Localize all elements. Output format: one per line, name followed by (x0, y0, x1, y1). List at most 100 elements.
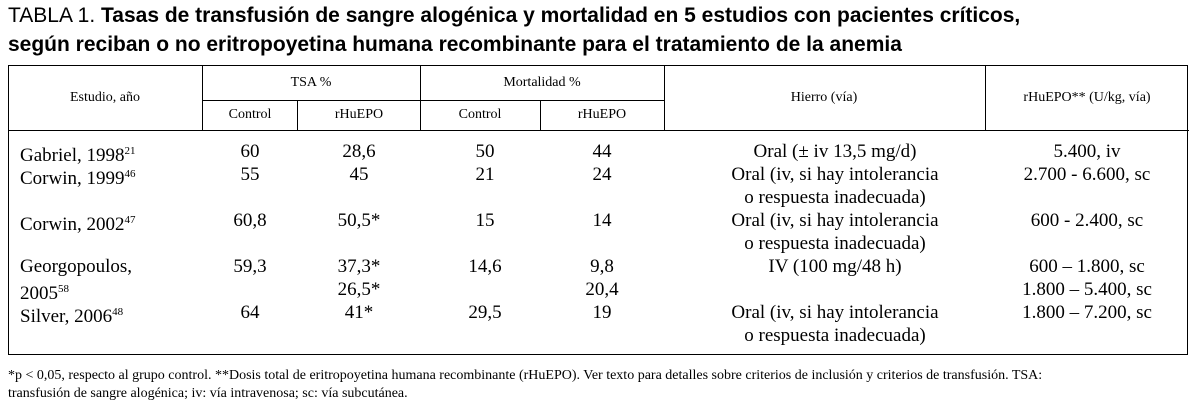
table-frame (8, 65, 1188, 355)
cell-line: 24 (593, 163, 612, 186)
cell-line: 1.800 – 5.400, sc (1022, 278, 1152, 301)
cell-line: 28,6 (342, 140, 375, 163)
cell-line: 60,8 (233, 209, 266, 232)
header-cell: Estudio, año (70, 90, 140, 105)
cell-line: 14,6 (468, 255, 501, 278)
cell-text: o respuesta inadecuada) (744, 187, 926, 208)
cell-text: 60 (240, 141, 260, 162)
table-cell: Oral (iv, si hay intolerancia o respuesta… (731, 301, 938, 347)
cell-line: 59,3 (233, 255, 266, 278)
reference: 48 (112, 306, 124, 318)
table-cell: 44 (593, 140, 612, 163)
cell-line: 14 (593, 209, 612, 232)
cell-text: 45 (349, 164, 369, 185)
table-cell: Oral (iv, si hay intolerancia o respuesta… (731, 209, 938, 255)
cell-text: 28,6 (342, 141, 376, 162)
cell-text: 5.400, iv (1053, 141, 1121, 162)
table-cell: 2.700 - 6.600, sc (1024, 163, 1151, 186)
cell-line: 50,5* (338, 209, 381, 232)
cell-text: 2.700 - 6.600, sc (1023, 164, 1151, 185)
title-text: según reciban o no eritropoyetina humana… (8, 33, 902, 56)
cell-line: Corwin, 199946 (20, 163, 136, 190)
cell-text: 64 (240, 302, 260, 323)
cell-text: 14,6 (468, 256, 502, 277)
table-cell: 9,8 20,4 (585, 255, 618, 301)
cell-text: Georgopoulos, (20, 256, 133, 277)
rule (420, 65, 421, 130)
cell-line: Silver, 200648 (20, 301, 123, 328)
table-cell: 60 (241, 140, 260, 163)
cell-text: 1.800 – 5.400, sc (1022, 279, 1152, 300)
cell-text: Oral (iv, si hay intolerancia (731, 164, 939, 185)
table-cell: 50,5* (338, 209, 381, 232)
cell-line: 64 (241, 301, 260, 324)
rule (297, 100, 298, 130)
cell-text: 55 (240, 164, 260, 185)
table-cell: Oral (± iv 13,5 mg/d) (754, 140, 917, 163)
table-cell: 1.800 – 7.200, sc (1022, 301, 1152, 324)
cell-line: 45 (350, 163, 369, 186)
cell-line: 1.800 – 7.200, sc (1022, 301, 1152, 324)
rule (664, 65, 665, 130)
table-cell: Silver, 200648 (20, 301, 123, 328)
cell-text: 19 (592, 302, 612, 323)
cell-line: 19 (593, 301, 612, 324)
table-cell: 29,5 (468, 301, 501, 324)
cell-text: Oral (iv, si hay intolerancia (731, 210, 939, 231)
cell-text: IV (100 mg/48 h) (768, 256, 902, 277)
header-cell: rHuEPO (334, 107, 384, 122)
cell-text: 29,5 (468, 302, 502, 323)
cell-line: 41* (345, 301, 374, 324)
cell-text: 15 (475, 210, 495, 231)
table-cell: 45 (350, 163, 369, 186)
rule (202, 100, 664, 101)
cell-text: 600 - 2.400, sc (1030, 210, 1144, 231)
cell-text: 59,3 (233, 256, 267, 277)
cell-line: 15 (476, 209, 495, 232)
footnote-line: *p < 0,05, respecto al grupo control. **… (8, 368, 1043, 383)
title-line: TABLA 1. Tasas de transfusión de sangre … (8, 4, 1020, 28)
rule (540, 100, 541, 130)
cell-line: 26,5* (338, 278, 381, 301)
cell-text: 21 (475, 164, 495, 185)
reference: 46 (124, 168, 136, 180)
cell-line: Oral (iv, si hay intolerancia (731, 301, 938, 324)
table-cell: 600 – 1.800, sc 1.800 – 5.400, sc (1022, 255, 1152, 301)
cell-line: 55 (241, 163, 260, 186)
table-cell: 37,3* 26,5* (338, 255, 381, 301)
table-cell: 55 (241, 163, 260, 186)
cell-text: Corwin, 1999 (20, 168, 125, 189)
cell-text: Oral (iv, si hay intolerancia (731, 302, 939, 323)
cell-text: Silver, 2006 (20, 306, 113, 327)
table-cell: 19 (593, 301, 612, 324)
cell-line: Georgopoulos, (20, 255, 132, 278)
cell-line: 600 - 2.400, sc (1031, 209, 1143, 232)
table-cell: Corwin, 199946 (20, 163, 136, 190)
cell-line: 9,8 (585, 255, 618, 278)
header-cell: rHuEPO** (U/kg, vía) (1023, 90, 1151, 105)
cell-text: 600 – 1.800, sc (1029, 256, 1145, 277)
table-cell: Corwin, 200247 (20, 209, 136, 236)
cell-line: 37,3* (338, 255, 381, 278)
cell-text: 24 (592, 164, 612, 185)
header-cell: Mortalidad % (503, 75, 581, 90)
rule (985, 65, 986, 130)
title-line: según reciban o no eritropoyetina humana… (8, 33, 902, 57)
table-cell: 60,8 (233, 209, 266, 232)
cell-text: 14 (592, 210, 612, 231)
title-label: TABLA 1. (8, 4, 96, 27)
title-text: Tasas de transfusión de sangre alogénica… (101, 4, 1021, 27)
table-cell: 59,3 (233, 255, 266, 278)
cell-line: 5.400, iv (1053, 140, 1120, 163)
cell-line: 21 (476, 163, 495, 186)
header-cell: TSA % (290, 75, 332, 90)
cell-line: Oral (iv, si hay intolerancia (731, 163, 938, 186)
table-cell: 24 (593, 163, 612, 186)
footnote-line: transfusión de sangre alogénica; iv: vía… (8, 386, 408, 401)
cell-line: o respuesta inadecuada) (731, 186, 938, 209)
reference: 47 (124, 214, 136, 226)
cell-line: 60 (241, 140, 260, 163)
table-cell: 64 (241, 301, 260, 324)
cell-text: 26,5* (337, 279, 381, 300)
